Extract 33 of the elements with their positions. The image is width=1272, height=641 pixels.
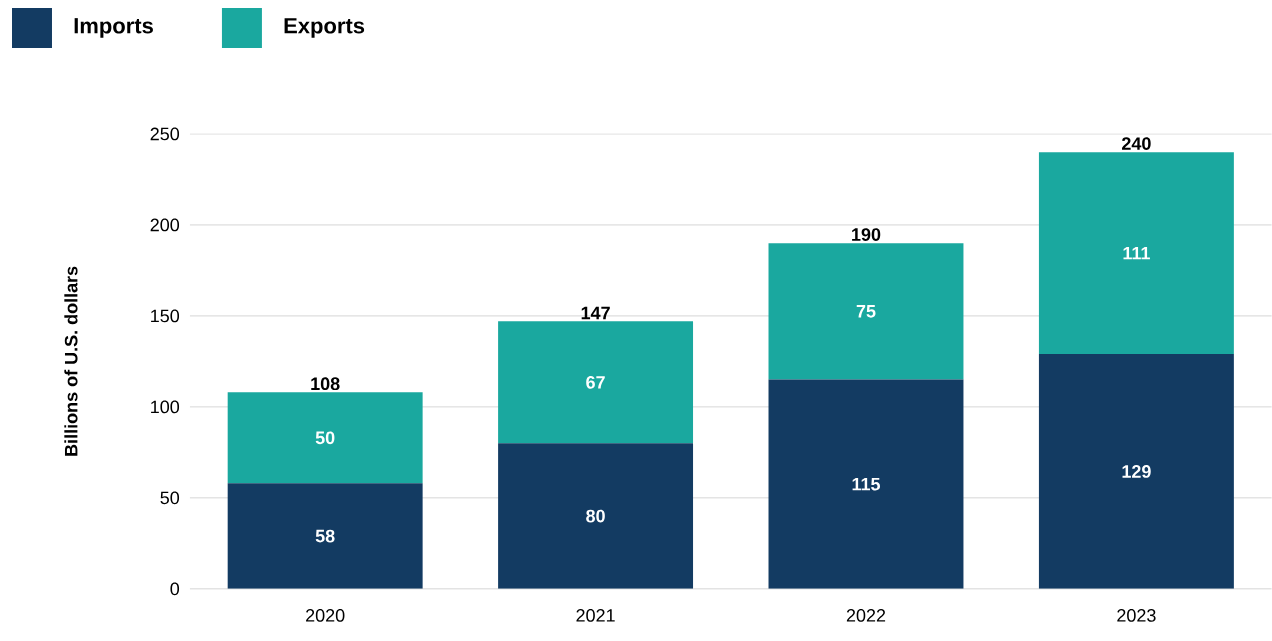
data-label: 115 (852, 478, 881, 491)
x-tick-label: 2022 (846, 609, 886, 622)
y-tick-label: 100 (151, 400, 180, 414)
bar (498, 321, 694, 444)
y-axis-title: Billions of U.S. dollars (64, 266, 78, 456)
y-tick-label: 0 (170, 582, 180, 596)
bar (768, 243, 964, 380)
data-label: 75 (856, 305, 876, 318)
legend-label: Exports (284, 18, 365, 38)
data-label: 58 (315, 529, 335, 543)
x-tick-label: 2023 (1117, 609, 1156, 622)
y-tick-label: 150 (151, 309, 180, 323)
bar (1038, 152, 1234, 355)
x-tick-label: 2020 (306, 609, 345, 622)
x-tick-label: 2021 (576, 609, 615, 622)
data-label: 50 (315, 431, 335, 445)
legend-label: Imports (74, 18, 153, 38)
y-tick-label: 50 (160, 491, 180, 505)
data-label: 129 (1122, 465, 1151, 478)
total-label: 108 (311, 377, 340, 391)
data-label: 67 (586, 376, 605, 389)
total-label: 240 (1122, 137, 1151, 151)
y-tick-label: 250 (150, 127, 180, 141)
total-label: 147 (581, 306, 610, 320)
y-tick-label: 200 (150, 218, 180, 232)
bar (498, 443, 694, 589)
data-label: 80 (586, 509, 605, 523)
bar (227, 483, 423, 589)
bar (227, 392, 423, 484)
bar (768, 379, 964, 589)
total-label: 190 (852, 228, 881, 242)
bar (1038, 354, 1234, 589)
data-label: 111 (1123, 247, 1150, 260)
